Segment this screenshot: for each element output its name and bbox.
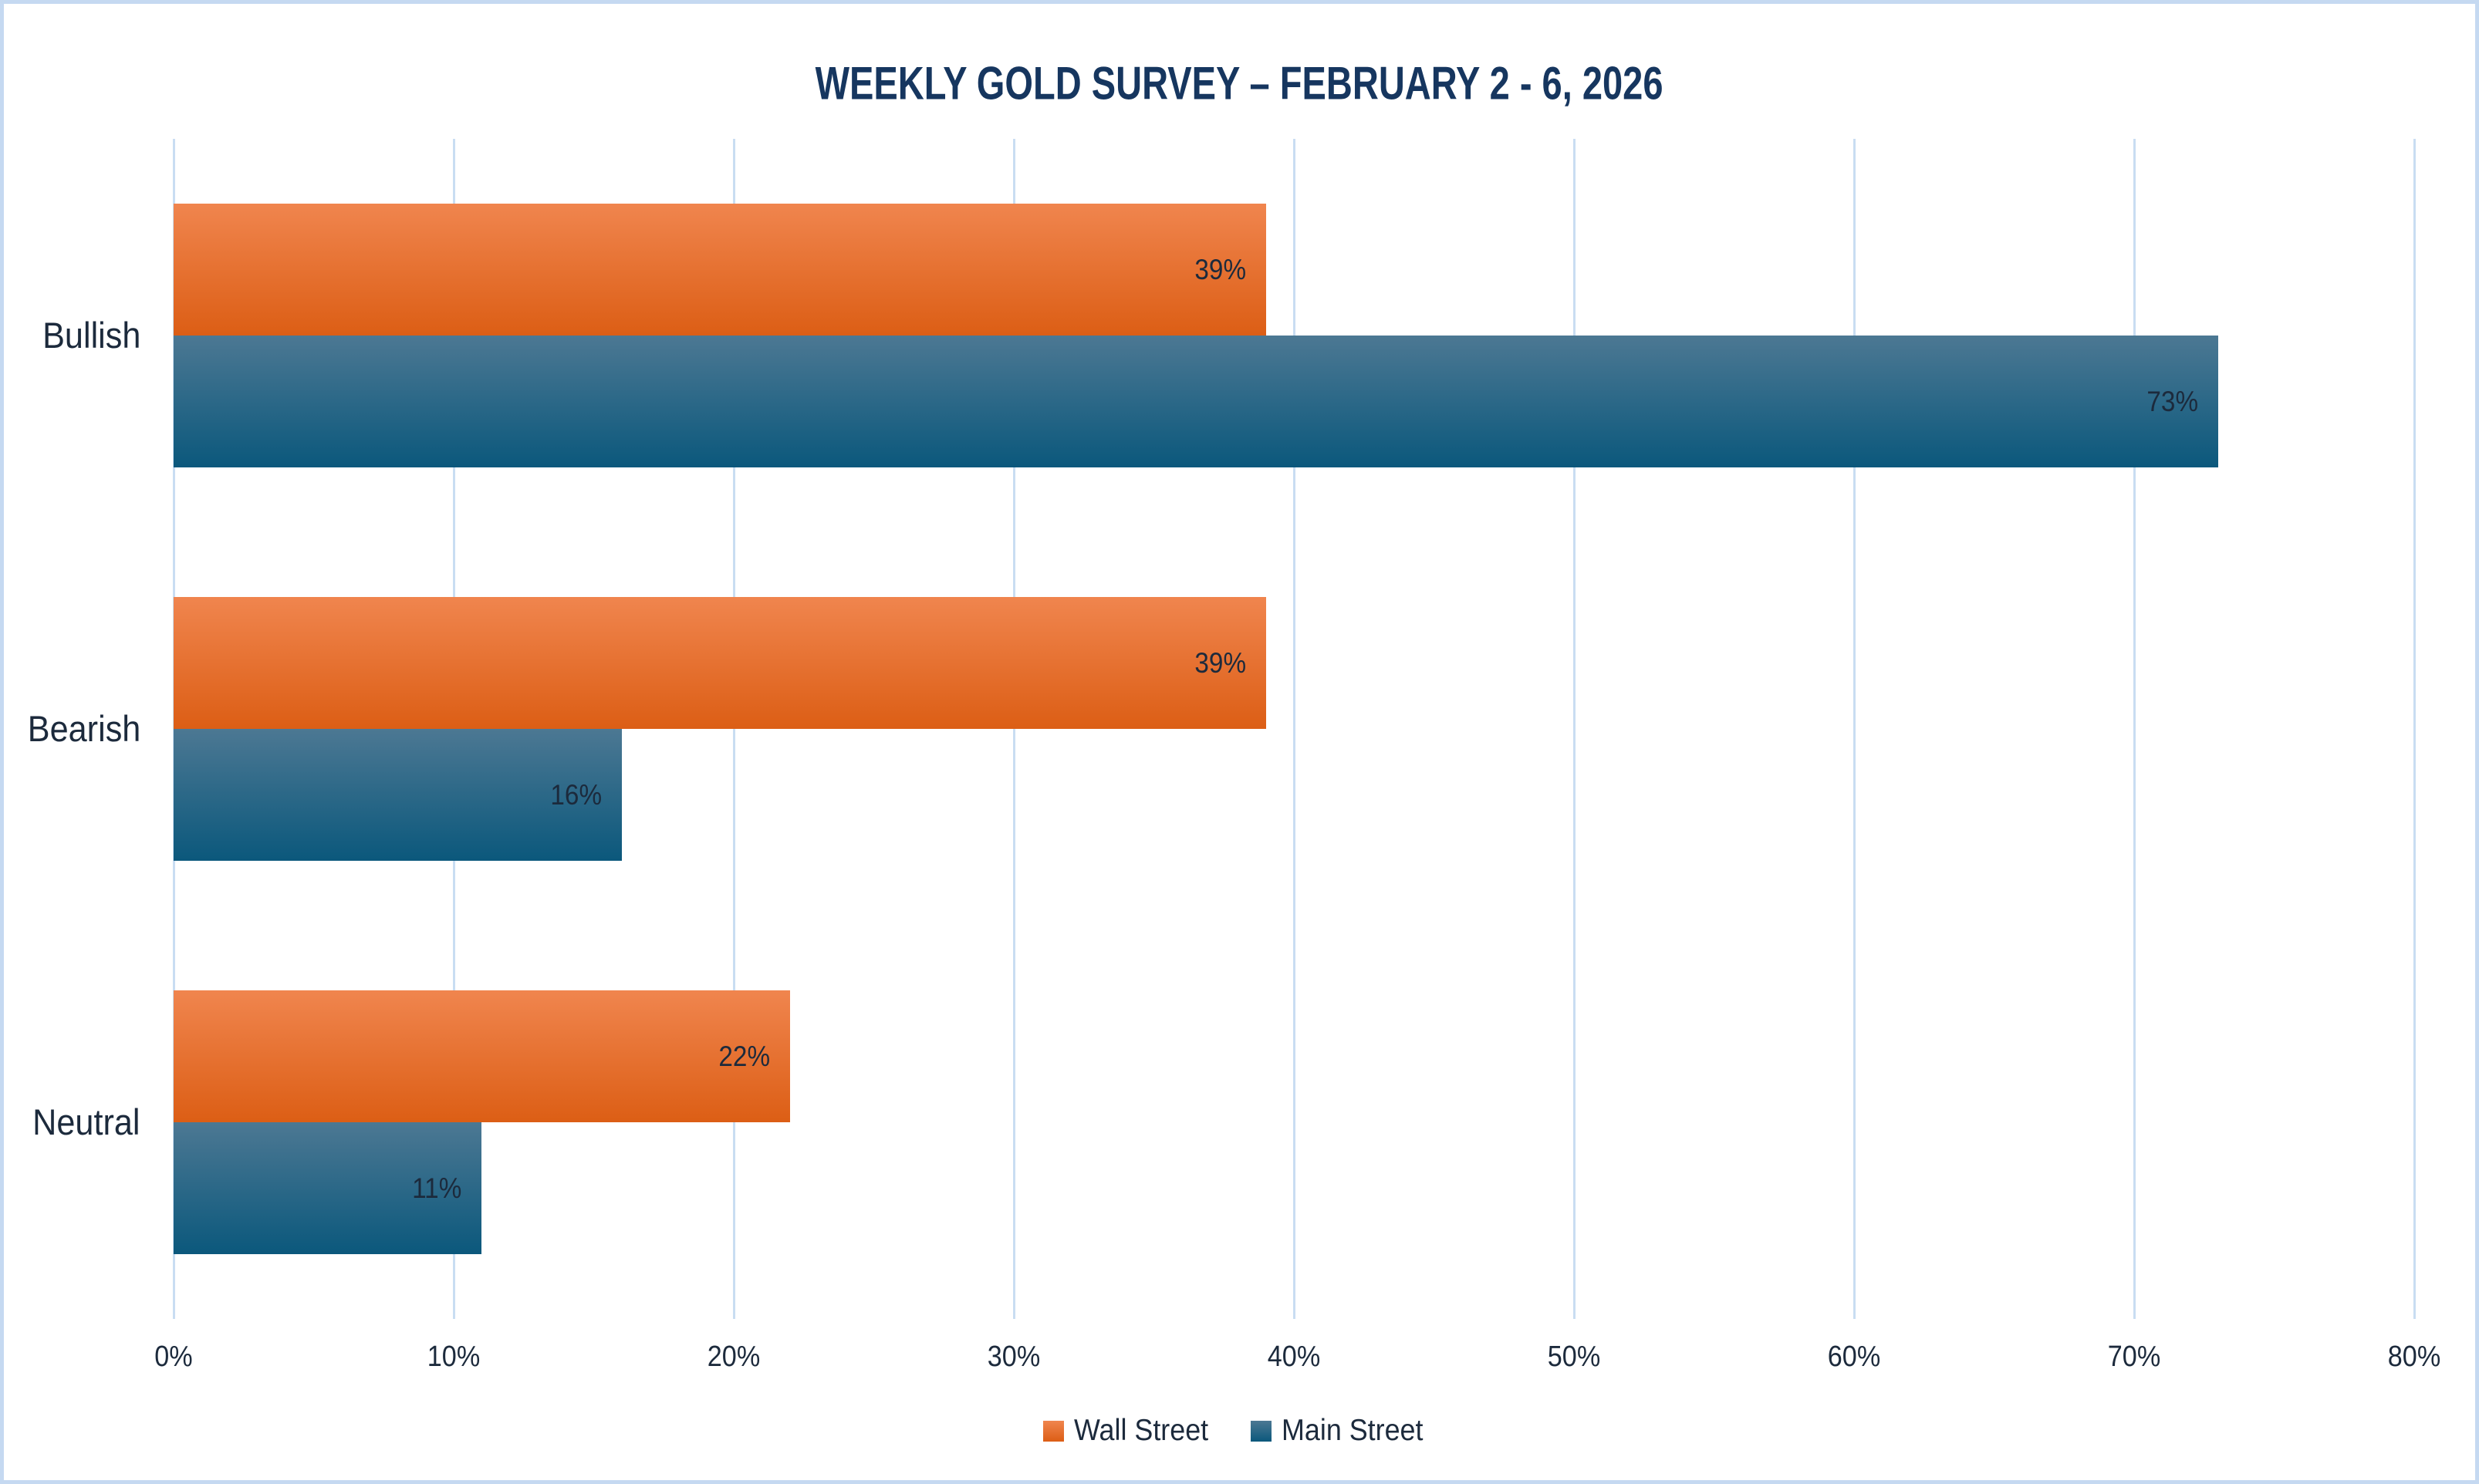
value-axis: 0% 10% 20% 30% 40% 50% 60% 70% 80%	[154, 1341, 2440, 1379]
bar-main-street-bullish: 73%	[174, 336, 2218, 467]
bar-main-street-neutral: 11%	[174, 1122, 482, 1254]
legend-swatch-wall-street	[1043, 1420, 1065, 1442]
bar-value-label-main-street-neutral: 11%	[412, 1172, 462, 1204]
bar-wall-street-neutral: 22%	[174, 990, 790, 1122]
bar-value-label-wall-street-bearish: 39%	[1194, 646, 1246, 679]
bar-value-label-wall-street-bullish: 39%	[1194, 253, 1246, 285]
chart-title: WEEKLY GOLD SURVEY – FEBRUARY 2 - 6, 202…	[4, 56, 2475, 110]
bar-main-street-bearish: 16%	[174, 729, 622, 861]
legend-swatch-main-street	[1251, 1420, 1272, 1442]
bar-wall-street-bullish: 39%	[174, 204, 1266, 336]
category-label-neutral: Neutral	[32, 1101, 140, 1142]
tick-label-10: 10%	[427, 1341, 481, 1373]
gridline-40	[1293, 139, 1295, 1319]
bar-value-label-main-street-bullish: 73%	[2146, 385, 2198, 417]
legend-item-wall-street: Wall Street	[1043, 1414, 1220, 1448]
gridline-60	[1853, 139, 1856, 1319]
category-label-bearish: Bearish	[27, 708, 140, 749]
gridline-30	[1013, 139, 1015, 1319]
plot-area: 39% 73% 39% 16% 22% 11% Bullish Bearish Neutral	[27, 139, 2416, 1319]
legend-label-main-street: Main Street	[1282, 1414, 1424, 1447]
gridline-20	[733, 139, 735, 1319]
legend-label-wall-street: Wall Street	[1074, 1414, 1209, 1447]
gridline-70	[2133, 139, 2136, 1319]
legend: Wall Street Main Street	[4, 1414, 2475, 1448]
bar-value-label-main-street-bearish: 16%	[550, 778, 602, 811]
tick-label-60: 60%	[1827, 1341, 1881, 1373]
category-label-bullish: Bullish	[42, 315, 140, 356]
tick-label-0: 0%	[154, 1341, 193, 1373]
tick-label-70: 70%	[2107, 1341, 2161, 1373]
chart-title-text: WEEKLY GOLD SURVEY – FEBRUARY 2 - 6, 202…	[816, 56, 1663, 110]
bar-wall-street-bearish: 39%	[174, 597, 1266, 729]
gridline-80	[2413, 139, 2416, 1319]
tick-label-50: 50%	[1547, 1341, 1601, 1373]
tick-label-80: 80%	[2387, 1341, 2441, 1373]
tick-label-20: 20%	[707, 1341, 761, 1373]
bar-value-label-wall-street-neutral: 22%	[718, 1040, 770, 1072]
tick-label-30: 30%	[987, 1341, 1041, 1373]
gridline-50	[1573, 139, 1576, 1319]
legend-item-main-street: Main Street	[1251, 1414, 1435, 1448]
tick-label-40: 40%	[1267, 1341, 1321, 1373]
